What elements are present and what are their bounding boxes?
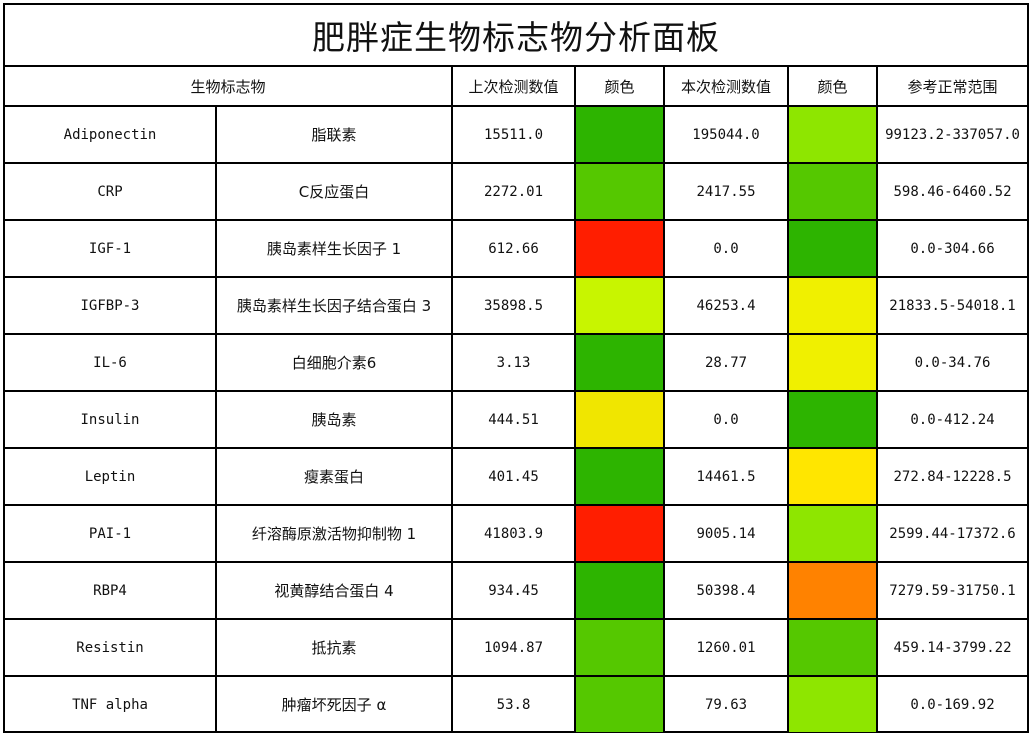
curr-value: 2417.55 [663,162,790,221]
table-row: IL-6 白细胞介素6 3.13 28.77 0.0-34.76 [5,333,1028,392]
prev-value: 444.51 [451,390,577,449]
prev-color-swatch [574,390,666,449]
panel-title: 肥胖症生物标志物分析面板 [5,5,1027,67]
curr-value: 28.77 [663,333,790,392]
marker-english-name: TNF alpha [5,675,217,732]
marker-chinese-name: 胰岛素样生长因子结合蛋白 3 [214,276,454,335]
reference-range: 99123.2-337057.0 [876,105,1028,164]
prev-value: 2272.01 [451,162,577,221]
marker-chinese-name: C反应蛋白 [214,162,454,221]
curr-color-swatch [787,390,879,449]
marker-chinese-name: 胰岛素 [214,390,454,449]
curr-value: 195044.0 [663,105,790,164]
table-row: Adiponectin 脂联素 15511.0 195044.0 99123.2-337… [5,105,1028,164]
table-row: RBP4 视黄醇结合蛋白 4 934.45 50398.4 7279.59-31750.… [5,561,1028,620]
prev-color-swatch [574,105,666,164]
marker-chinese-name: 纤溶酶原激活物抑制物 1 [214,504,454,563]
marker-chinese-name: 白细胞介素6 [214,333,454,392]
table-row: TNF alpha 肿瘤坏死因子 α 53.8 79.63 0.0-169.92 [5,675,1028,732]
header-color-prev: 颜色 [574,67,666,107]
marker-english-name: PAI-1 [5,504,217,563]
marker-english-name: RBP4 [5,561,217,620]
marker-chinese-name: 抵抗素 [214,618,454,677]
marker-english-name: IGF-1 [5,219,217,278]
curr-color-swatch [787,447,879,506]
curr-value: 79.63 [663,675,790,732]
curr-value: 14461.5 [663,447,790,506]
prev-color-swatch [574,276,666,335]
curr-color-swatch [787,561,879,620]
prev-color-swatch [574,675,666,732]
curr-color-swatch [787,105,879,164]
header-prev-value: 上次检测数值 [451,67,577,107]
curr-value: 50398.4 [663,561,790,620]
curr-color-swatch [787,162,879,221]
table-row: Leptin 瘦素蛋白 401.45 14461.5 272.84-12228.5 [5,447,1028,506]
prev-color-swatch [574,504,666,563]
header-curr-value: 本次检测数值 [663,67,790,107]
marker-english-name: IGFBP-3 [5,276,217,335]
curr-value: 46253.4 [663,276,790,335]
curr-color-swatch [787,504,879,563]
prev-color-swatch [574,561,666,620]
curr-color-swatch [787,618,879,677]
prev-value: 41803.9 [451,504,577,563]
table-row: IGF-1 胰岛素样生长因子 1 612.66 0.0 0.0-304.66 [5,219,1028,278]
reference-range: 0.0-34.76 [876,333,1028,392]
prev-color-swatch [574,219,666,278]
curr-value: 0.0 [663,219,790,278]
marker-chinese-name: 瘦素蛋白 [214,447,454,506]
reference-range: 0.0-169.92 [876,675,1028,732]
curr-color-swatch [787,333,879,392]
header-range: 参考正常范围 [876,67,1028,107]
table-row: Resistin 抵抗素 1094.87 1260.01 459.14-3799.22 [5,618,1028,677]
table-row: IGFBP-3 胰岛素样生长因子结合蛋白 3 35898.5 46253.4 21833… [5,276,1028,335]
prev-value: 401.45 [451,447,577,506]
marker-chinese-name: 胰岛素样生长因子 1 [214,219,454,278]
prev-color-swatch [574,447,666,506]
curr-value: 0.0 [663,390,790,449]
curr-color-swatch [787,276,879,335]
prev-value: 934.45 [451,561,577,620]
prev-value: 35898.5 [451,276,577,335]
marker-english-name: IL-6 [5,333,217,392]
marker-chinese-name: 视黄醇结合蛋白 4 [214,561,454,620]
header-marker: 生物标志物 [5,67,454,107]
table-header-row: 生物标志物 上次检测数值 颜色 本次检测数值 颜色 参考正常范围 [5,67,1028,107]
marker-chinese-name: 肿瘤坏死因子 α [214,675,454,732]
reference-range: 2599.44-17372.6 [876,504,1028,563]
curr-value: 9005.14 [663,504,790,563]
biomarker-panel: 肥胖症生物标志物分析面板 生物标志物 上次检测数值 颜色 本次检测数值 颜色 参… [3,3,1029,733]
prev-value: 53.8 [451,675,577,732]
prev-color-swatch [574,162,666,221]
table-row: Insulin 胰岛素 444.51 0.0 0.0-412.24 [5,390,1028,449]
reference-range: 598.46-6460.52 [876,162,1028,221]
prev-value: 612.66 [451,219,577,278]
curr-value: 1260.01 [663,618,790,677]
reference-range: 272.84-12228.5 [876,447,1028,506]
biomarker-table: 生物标志物 上次检测数值 颜色 本次检测数值 颜色 参考正常范围 Adipone… [5,67,1028,732]
reference-range: 21833.5-54018.1 [876,276,1028,335]
marker-english-name: Leptin [5,447,217,506]
prev-color-swatch [574,618,666,677]
prev-color-swatch [574,333,666,392]
table-row: PAI-1 纤溶酶原激活物抑制物 1 41803.9 9005.14 2599.44-1… [5,504,1028,563]
marker-english-name: CRP [5,162,217,221]
curr-color-swatch [787,219,879,278]
reference-range: 0.0-412.24 [876,390,1028,449]
marker-english-name: Insulin [5,390,217,449]
reference-range: 7279.59-31750.1 [876,561,1028,620]
curr-color-swatch [787,675,879,732]
marker-english-name: Adiponectin [5,105,217,164]
reference-range: 459.14-3799.22 [876,618,1028,677]
prev-value: 3.13 [451,333,577,392]
marker-chinese-name: 脂联素 [214,105,454,164]
header-color-curr: 颜色 [787,67,879,107]
table-row: CRP C反应蛋白 2272.01 2417.55 598.46-6460.52 [5,162,1028,221]
reference-range: 0.0-304.66 [876,219,1028,278]
prev-value: 1094.87 [451,618,577,677]
marker-english-name: Resistin [5,618,217,677]
prev-value: 15511.0 [451,105,577,164]
